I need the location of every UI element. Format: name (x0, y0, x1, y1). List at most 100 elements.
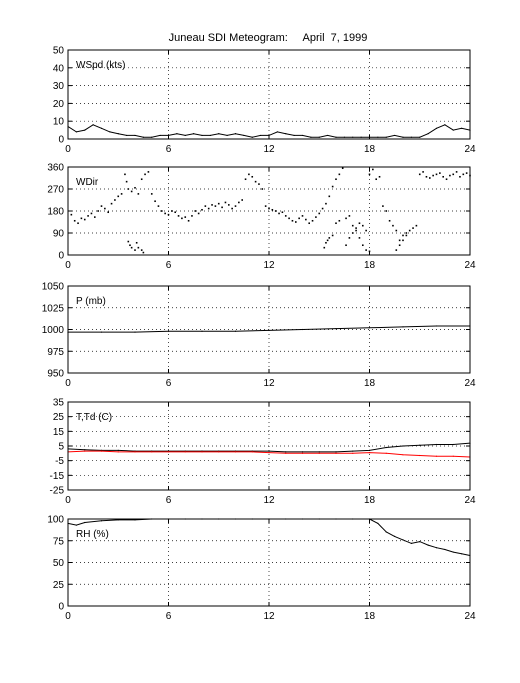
temperature-dewpoint-x-tick-label: 24 (464, 495, 476, 506)
relative-humidity-x-tick-label: 12 (263, 611, 275, 622)
temperature-dewpoint-x-tick-label: 18 (364, 495, 376, 506)
wind-direction-point (271, 208, 274, 211)
temperature-dewpoint-point (84, 450, 86, 452)
wind-speed-point (402, 136, 404, 138)
relative-humidity-point (419, 541, 421, 543)
wind-direction-point (415, 224, 418, 227)
temperature-dewpoint-point (184, 451, 186, 453)
wind-direction-point (398, 244, 401, 247)
temperature-dewpoint-point (117, 449, 119, 451)
wind-direction-point (264, 205, 267, 207)
wind-direction-point (284, 215, 287, 217)
wind-speed-point (419, 136, 421, 138)
relative-humidity-point (427, 544, 429, 546)
wind-direction-point (234, 205, 237, 207)
wind-direction-point (70, 213, 73, 216)
temperature-dewpoint-point (301, 452, 304, 454)
pressure-point (368, 327, 371, 329)
wind-direction-y-tick-label: 360 (47, 163, 64, 174)
wind-direction-point (171, 210, 173, 212)
wind-speed-point (260, 134, 262, 137)
wind-speed-point (276, 131, 278, 133)
wind-direction-point (335, 178, 337, 181)
temperature-dewpoint-point (318, 451, 320, 453)
temperature-dewpoint-y-tick-label: 5 (58, 442, 64, 453)
pressure-x-tick-label: 18 (364, 378, 376, 389)
wind-direction-y-tick-label: 180 (47, 207, 64, 218)
wind-direction-point (331, 185, 334, 188)
temperature-dewpoint-point (100, 450, 103, 452)
temperature-dewpoint-x-tick-label: 12 (263, 495, 275, 506)
wind-speed-point (109, 131, 111, 133)
pressure-point (167, 330, 170, 332)
wind-speed-point (343, 136, 345, 138)
wind-speed-x-tick-label: 24 (464, 144, 476, 155)
pressure-point (134, 331, 136, 333)
wind-speed-point (151, 136, 153, 138)
wind-direction-point (429, 177, 431, 179)
wind-direction-point (194, 210, 197, 212)
wind-speed-point (159, 134, 161, 137)
wind-direction-point (224, 201, 227, 204)
relative-humidity-point (435, 547, 438, 549)
wind-direction-point (362, 224, 364, 227)
wind-direction-label: WDir (76, 177, 99, 188)
wind-direction-point (117, 195, 120, 198)
wind-direction-y-tick-label: 90 (53, 229, 65, 240)
wind-direction-point (295, 221, 297, 223)
wind-direction-x-tick-label: 6 (166, 260, 172, 271)
wind-direction-point (129, 244, 131, 247)
wind-direction-point (130, 190, 133, 193)
pressure-x-tick-label: 24 (464, 378, 476, 389)
temperature-dewpoint-point (218, 451, 220, 453)
wind-direction-point (452, 173, 455, 176)
temperature-dewpoint-y-tick-label: 35 (53, 398, 65, 409)
wind-speed-y-tick-label: 10 (53, 117, 65, 128)
pressure-point (234, 330, 237, 332)
wind-direction-point (214, 205, 217, 207)
wind-direction-point (221, 206, 223, 209)
wind-direction-point (87, 215, 89, 217)
relative-humidity-y-tick-label: 75 (53, 536, 65, 547)
pressure-point (402, 326, 404, 328)
relative-humidity-point (394, 535, 396, 538)
pressure-y-tick-label: 1025 (42, 303, 65, 314)
temperature-dewpoint-point (419, 454, 421, 457)
temperature-dewpoint-point (385, 446, 387, 449)
wind-direction-point (318, 212, 321, 215)
wind-direction-point (326, 239, 329, 242)
wind-direction-point (142, 251, 145, 254)
wind-speed-point (335, 136, 337, 138)
wind-direction-point (301, 215, 304, 217)
wind-direction-point (459, 175, 461, 178)
wind-direction-point (402, 239, 404, 242)
relative-humidity-label: RH (%) (76, 529, 109, 540)
wind-direction-point (445, 178, 448, 181)
wind-direction-point (231, 207, 233, 210)
temperature-dewpoint-point (352, 450, 354, 452)
wind-direction-y-tick-label: 270 (47, 185, 64, 196)
wind-direction-point (110, 202, 113, 205)
pressure-x-tick-label: 12 (263, 378, 275, 389)
wind-direction-point (244, 178, 247, 181)
wind-speed-panel: 0 6 12 18 24 0 10 20 30 40 50 WSpd (kts) (53, 46, 476, 156)
wind-direction-point (398, 239, 401, 242)
wind-direction-point (362, 244, 364, 247)
wind-direction-point (174, 211, 176, 214)
wind-direction-point (405, 232, 408, 234)
wind-direction-point (144, 173, 146, 176)
wind-direction-point (388, 219, 391, 222)
temperature-dewpoint-point (151, 451, 153, 453)
wind-direction-point (288, 217, 290, 220)
wind-direction-point (150, 193, 153, 195)
temperature-dewpoint-point (167, 451, 170, 453)
temperature-dewpoint-y-tick-label: 25 (53, 412, 65, 423)
wind-speed-point (285, 133, 287, 135)
wind-direction-point (395, 229, 398, 232)
temperature-dewpoint-point (285, 451, 287, 453)
relative-humidity-x-tick-label: 6 (166, 611, 172, 622)
wind-direction-point (80, 217, 83, 220)
wind-direction-point (135, 241, 138, 244)
wind-speed-point (352, 136, 354, 138)
relative-humidity-panel: 0 6 12 18 24 0 25 50 75 100 RH (%) (47, 515, 476, 623)
